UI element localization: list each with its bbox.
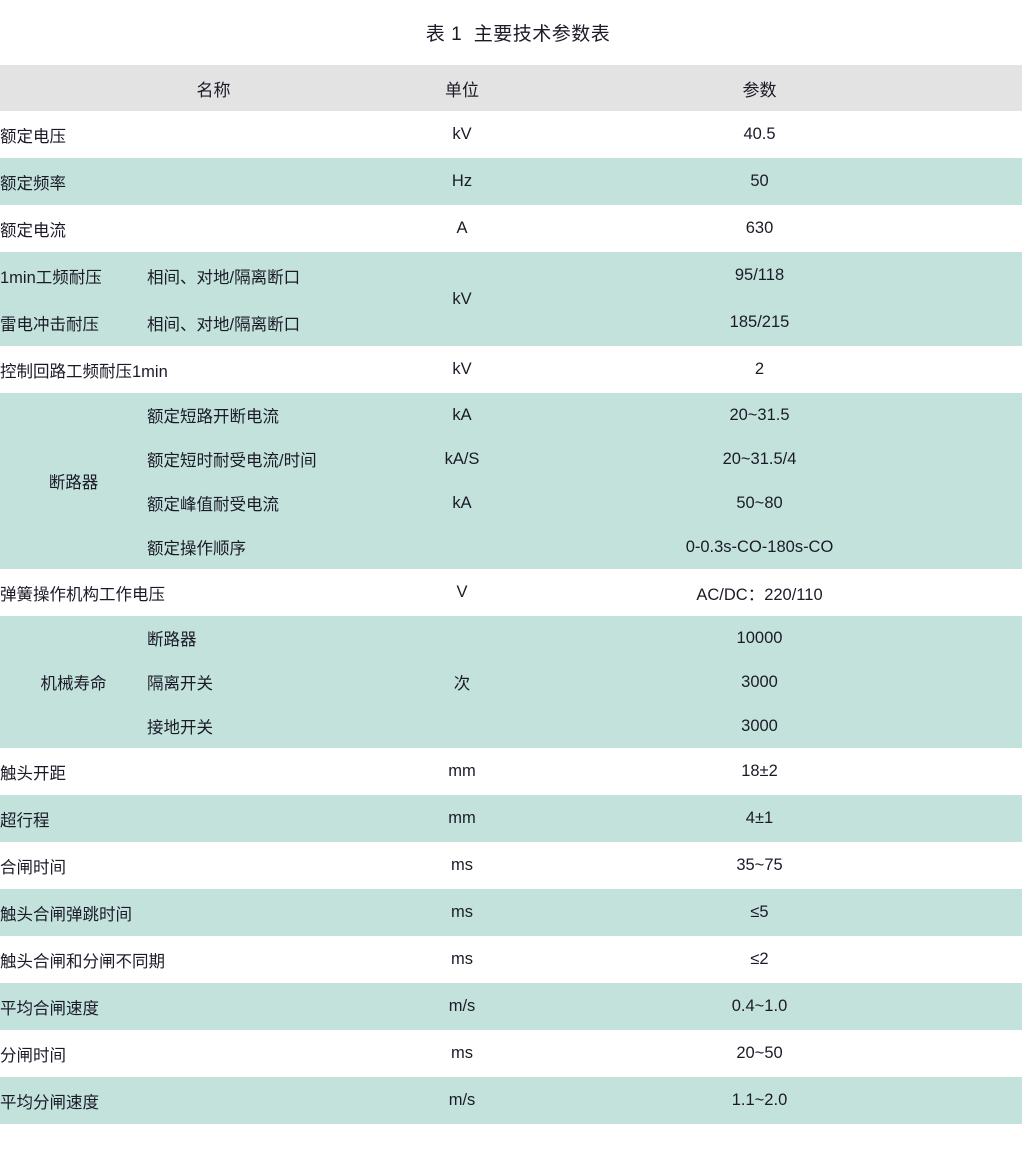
row-value: 3000 — [497, 704, 1022, 748]
table-row: 额定峰值耐受电流 kA 50~80 — [0, 481, 1022, 525]
table-caption: 表 1 主要技术参数表 — [425, 24, 611, 45]
row-name: 平均合闸速度 — [0, 983, 427, 1030]
table-row: 1min工频耐压 相间、对地/隔离断口 kV 95/118 — [0, 252, 1022, 346]
header-cell-unit: 单位 — [427, 65, 497, 111]
row-unit: Hz — [427, 158, 497, 205]
row-name: 合闸时间 — [0, 842, 427, 889]
row-group-name: 机械寿命 — [0, 616, 147, 748]
row-unit: ms — [427, 936, 497, 983]
table-header-row: 名称 单位 参数 — [0, 65, 1022, 111]
row-subname: 隔离开关 — [147, 660, 427, 704]
row-subname: 相间、对地/隔离断口 — [147, 299, 427, 346]
table-row: 触头合闸和分闸不同期 ms ≤2 — [0, 936, 1022, 983]
row-unit: kA — [427, 393, 497, 437]
row-value: 2 — [497, 346, 1022, 393]
row-unit: kA — [427, 481, 497, 525]
row-unit: kV — [427, 252, 497, 346]
row-name: 触头开距 — [0, 748, 427, 795]
row-value: ≤5 — [497, 889, 1022, 936]
technical-parameters-table: 名称 单位 参数 额定电压 kV 40.5 额定频率 Hz 50 额定电流 A … — [0, 65, 1022, 1124]
table-row: 弹簧操作机构工作电压 V AC/DC：220/110 — [0, 569, 1022, 616]
row-name: 分闸时间 — [0, 1030, 427, 1077]
row-unit: mm — [427, 795, 497, 842]
row-name: 雷电冲击耐压 — [0, 299, 147, 346]
row-name: 额定电压 — [0, 111, 427, 158]
row-name: 触头合闸和分闸不同期 — [0, 936, 427, 983]
row-name: 额定频率 — [0, 158, 427, 205]
row-name: 弹簧操作机构工作电压 — [0, 569, 427, 616]
row-name: 触头合闸弹跳时间 — [0, 889, 427, 936]
header-cell-name: 名称 — [0, 65, 427, 111]
row-value: 20~31.5 — [497, 393, 1022, 437]
row-subname: 接地开关 — [147, 704, 427, 748]
table-row: 机械寿命 断路器 次 10000 — [0, 616, 1022, 748]
row-subname: 额定短路开断电流 — [147, 393, 427, 437]
row-unit: ms — [427, 842, 497, 889]
row-unit: A — [427, 205, 497, 252]
row-value: 0-0.3s-CO-180s-CO — [497, 525, 1022, 569]
row-name: 平均分闸速度 — [0, 1077, 427, 1124]
row-name: 1min工频耐压 — [0, 252, 147, 299]
row-value: 50 — [497, 158, 1022, 205]
table-row: 额定电流 A 630 — [0, 205, 1022, 252]
row-unit: 次 — [427, 616, 497, 748]
row-value: 18±2 — [497, 748, 1022, 795]
row-value: 95/118 — [497, 252, 1022, 299]
row-unit: V — [427, 569, 497, 616]
row-subname: 额定操作顺序 — [147, 525, 427, 569]
row-subname: 断路器 — [147, 616, 427, 660]
table-row: 触头开距 mm 18±2 — [0, 748, 1022, 795]
row-value: 4±1 — [497, 795, 1022, 842]
row-value: 40.5 — [497, 111, 1022, 158]
row-unit: m/s — [427, 1077, 497, 1124]
table-row: 隔离开关 3000 — [0, 660, 1022, 704]
table-row: 分闸时间 ms 20~50 — [0, 1030, 1022, 1077]
row-unit: kV — [427, 346, 497, 393]
row-name: 超行程 — [0, 795, 427, 842]
row-value: 50~80 — [497, 481, 1022, 525]
header-cell-value: 参数 — [497, 65, 1022, 111]
row-value: 20~31.5/4 — [497, 437, 1022, 481]
row-unit: m/s — [427, 983, 497, 1030]
table-row: 雷电冲击耐压 相间、对地/隔离断口 185/215 — [0, 299, 1022, 346]
row-value: 35~75 — [497, 842, 1022, 889]
row-value: 0.4~1.0 — [497, 983, 1022, 1030]
row-unit — [427, 525, 497, 569]
table-row: 控制回路工频耐压1min kV 2 — [0, 346, 1022, 393]
row-value: 10000 — [497, 616, 1022, 660]
row-subname: 额定短时耐受电流/时间 — [147, 437, 427, 481]
table-row: 额定频率 Hz 50 — [0, 158, 1022, 205]
table-row: 触头合闸弹跳时间 ms ≤5 — [0, 889, 1022, 936]
table-row: 断路器 额定短路开断电流 kA 20~31.5 — [0, 393, 1022, 569]
row-unit: kA/S — [427, 437, 497, 481]
table-row: 额定电压 kV 40.5 — [0, 111, 1022, 158]
row-value: 185/215 — [497, 299, 1022, 346]
row-unit: kV — [427, 111, 497, 158]
row-value: 1.1~2.0 — [497, 1077, 1022, 1124]
table-row: 平均分闸速度 m/s 1.1~2.0 — [0, 1077, 1022, 1124]
row-value: 3000 — [497, 660, 1022, 704]
row-name: 控制回路工频耐压1min — [0, 346, 427, 393]
row-value: ≤2 — [497, 936, 1022, 983]
table-row: 合闸时间 ms 35~75 — [0, 842, 1022, 889]
table-row: 平均合闸速度 m/s 0.4~1.0 — [0, 983, 1022, 1030]
table-row: 超行程 mm 4±1 — [0, 795, 1022, 842]
table-row: 额定操作顺序 0-0.3s-CO-180s-CO — [0, 525, 1022, 569]
table-row: 接地开关 3000 — [0, 704, 1022, 748]
row-unit: ms — [427, 889, 497, 936]
row-subname: 相间、对地/隔离断口 — [147, 252, 427, 299]
row-group-name: 断路器 — [0, 393, 147, 569]
row-value: 630 — [497, 205, 1022, 252]
row-unit: mm — [427, 748, 497, 795]
row-name: 额定电流 — [0, 205, 427, 252]
row-value: AC/DC：220/110 — [497, 569, 1022, 616]
row-unit: ms — [427, 1030, 497, 1077]
row-value: 20~50 — [497, 1030, 1022, 1077]
table-row: 额定短时耐受电流/时间 kA/S 20~31.5/4 — [0, 437, 1022, 481]
row-subname: 额定峰值耐受电流 — [147, 481, 427, 525]
